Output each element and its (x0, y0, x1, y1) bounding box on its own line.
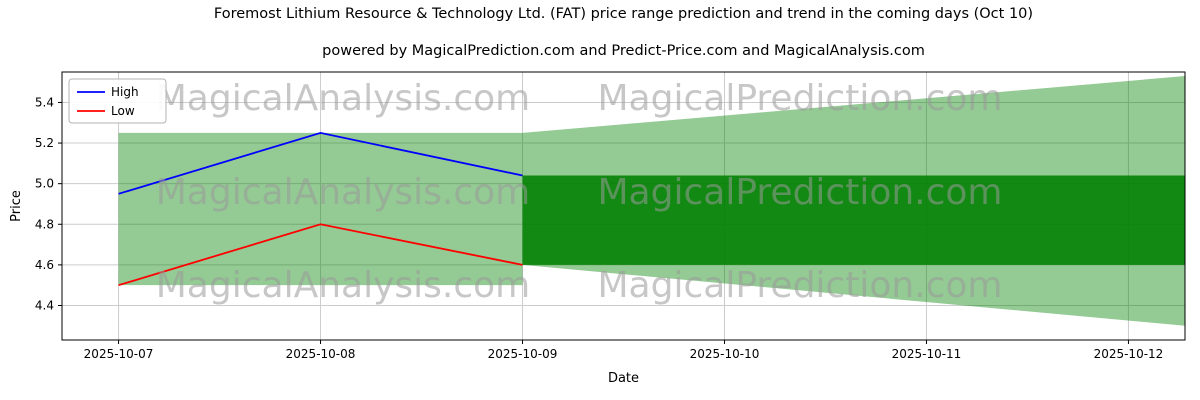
y-axis-label: Price (9, 190, 24, 222)
watermark-text: MagicalPrediction.com (598, 172, 1003, 213)
watermark-text: MagicalAnalysis.com (156, 172, 530, 213)
watermark-text: MagicalAnalysis.com (156, 78, 530, 119)
y-tick-label: 4.6 (35, 258, 54, 272)
legend-label-high: High (111, 85, 139, 99)
x-axis-label: Date (608, 371, 639, 386)
x-tick-label: 2025-10-10 (690, 347, 760, 361)
chart-subtitle: powered by MagicalPrediction.com and Pre… (322, 43, 925, 59)
x-tick-label: 2025-10-11 (892, 347, 962, 361)
x-tick-label: 2025-10-09 (488, 347, 558, 361)
watermark-text: MagicalAnalysis.com (156, 265, 530, 306)
x-tick-label: 2025-10-12 (1094, 347, 1164, 361)
legend-box (68, 78, 167, 124)
chart-title: Foremost Lithium Resource & Technology L… (213, 6, 1034, 22)
high-line (118, 131, 523, 195)
history-range-band (118, 132, 523, 286)
watermark-text: MagicalPrediction.com (598, 265, 1003, 306)
low-line (118, 223, 523, 287)
forecast-core-band (522, 175, 1185, 265)
x-tick-label: 2025-10-08 (286, 347, 356, 361)
axes-frame (61, 71, 1186, 341)
y-tick-label: 5.4 (35, 95, 54, 109)
y-tick-label: 4.8 (35, 217, 54, 231)
y-tick-label: 5.2 (35, 136, 54, 150)
legend-label-low: Low (111, 104, 135, 118)
y-tick-label: 5.0 (35, 177, 54, 191)
watermark-text: MagicalPrediction.com (598, 78, 1003, 119)
y-tick-label: 4.4 (35, 298, 54, 312)
x-tick-label: 2025-10-07 (84, 347, 154, 361)
